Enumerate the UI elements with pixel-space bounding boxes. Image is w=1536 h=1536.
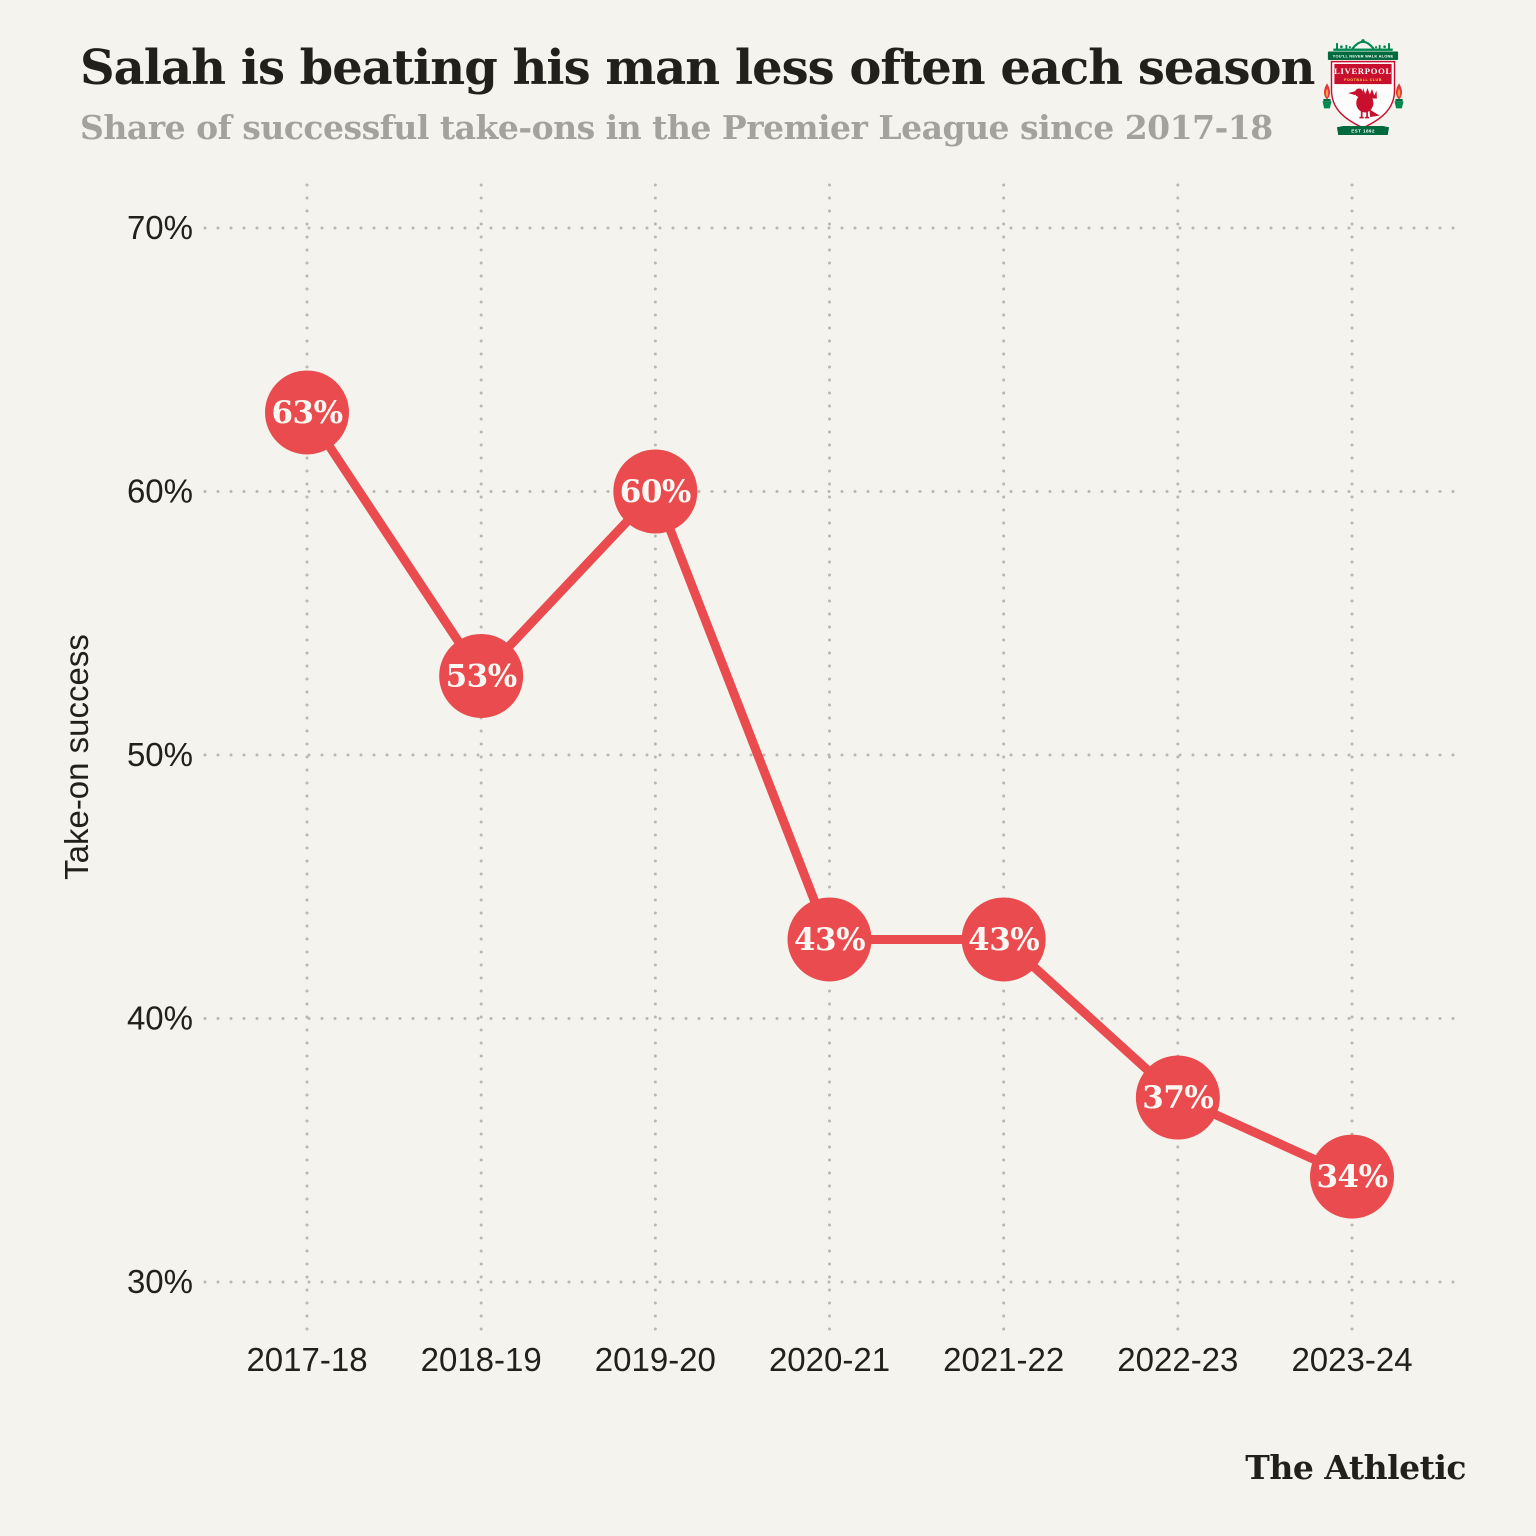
data-point-2018-19 xyxy=(439,633,524,718)
crest-established-text: EST 1892 xyxy=(1351,129,1375,134)
y-tick-label: 50% xyxy=(127,736,193,773)
data-point-label: 43% xyxy=(794,922,865,958)
crest-shield: LIVERPOOL FOOTBALL CLUB xyxy=(1330,60,1396,129)
crest-club-suffix: FOOTBALL CLUB xyxy=(1344,78,1382,82)
shankly-gates-icon xyxy=(1333,39,1393,51)
page-title: Salah is beating his man less often each… xyxy=(80,40,1315,96)
eternal-flame-left-icon xyxy=(1322,83,1332,109)
data-point-2023-24 xyxy=(1310,1134,1395,1219)
liver-bird-icon xyxy=(1348,87,1380,119)
crest-motto-text: YOU'LL NEVER WALK ALONE xyxy=(1333,54,1394,59)
eternal-flame-right-icon xyxy=(1394,83,1404,109)
y-tick-label: 40% xyxy=(127,1000,193,1037)
data-point-label: 43% xyxy=(968,922,1039,958)
data-point-2022-23 xyxy=(1135,1055,1220,1140)
y-tick-label: 60% xyxy=(127,473,193,510)
data-point-label: 37% xyxy=(1142,1080,1213,1116)
x-tick-label: 2023-24 xyxy=(1291,1341,1412,1378)
chart-subtitle: Share of successful take-ons in the Prem… xyxy=(80,108,1273,147)
x-tick-label: 2018-19 xyxy=(421,1341,542,1378)
x-tick-label: 2020-21 xyxy=(769,1341,890,1378)
data-point-label: 34% xyxy=(1316,1159,1387,1195)
data-point-2019-20 xyxy=(613,449,698,534)
crest-club-name: LIVERPOOL xyxy=(1334,66,1392,76)
est-ribbon: EST 1892 xyxy=(1336,125,1390,135)
data-point-2017-18 xyxy=(265,370,349,455)
data-point-label: 60% xyxy=(620,474,691,510)
publisher-wordmark: The Athletic xyxy=(1245,1448,1466,1487)
liverpool-crest-icon: YOU'LL NEVER WALK ALONE LIVERPOOL FOOTBA xyxy=(1322,39,1404,135)
x-tick-label: 2017-18 xyxy=(246,1341,367,1378)
data-point-label: 53% xyxy=(446,658,517,694)
data-point-2020-21 xyxy=(787,897,872,982)
x-tick-label: 2019-20 xyxy=(595,1341,716,1378)
x-tick-label: 2022-23 xyxy=(1117,1341,1238,1378)
y-tick-label: 30% xyxy=(127,1263,193,1300)
y-tick-label: 70% xyxy=(127,209,193,246)
data-point-label: 63% xyxy=(271,395,342,431)
motto-banner: YOU'LL NEVER WALK ALONE xyxy=(1327,51,1399,60)
data-point-2021-22 xyxy=(961,897,1046,982)
x-tick-label: 2021-22 xyxy=(943,1341,1064,1378)
y-axis-title: Take-on success xyxy=(58,634,95,880)
